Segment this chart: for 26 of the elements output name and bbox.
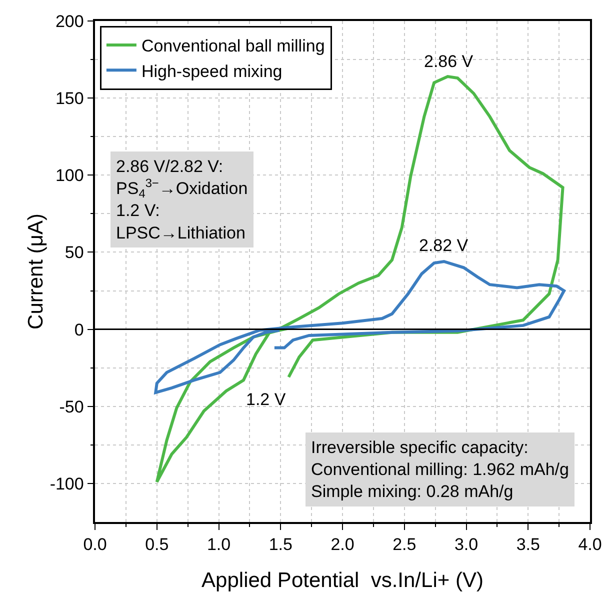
annotation: 2.82 V: [419, 236, 469, 255]
y-tick-label: -50: [59, 397, 84, 416]
x-axis-title: Applied Potential vs.In/Li+ (V): [202, 569, 484, 592]
x-tick-label: 3.5: [516, 535, 540, 554]
x-tick-label: 2.0: [330, 535, 354, 554]
y-tick-label: 50: [64, 243, 84, 262]
annotation: 1.2 V: [246, 390, 286, 409]
x-tick-label: 1.0: [206, 535, 231, 554]
legend-label: High-speed mixing: [141, 62, 282, 81]
x-tick-label: 3.0: [454, 535, 478, 554]
x-tick-label: 4.0: [578, 535, 602, 554]
annotation: 2.86 V/2.82 V: PS$_{4}$$^{3−}$→Oxidation 1.2 V: LPSC→Lithiation: [116, 157, 248, 242]
x-tick-label: 0.0: [83, 535, 107, 554]
x-tick-label: 2.5: [392, 535, 416, 554]
y-tick-label: 150: [55, 89, 84, 108]
annotation: Irreversible specific capacity: Conventional milling: 1.962 mAh/g Simple mixing: 0.28 mAh/g: [311, 438, 569, 502]
legend-label: Conventional ball milling: [141, 36, 325, 56]
line-series: [154, 260, 566, 394]
annotation: 2.86 V: [424, 52, 474, 71]
x-tick-label: 0.5: [145, 535, 169, 554]
x-tick-label: 1.5: [268, 535, 292, 554]
y-tick-label: 200: [55, 12, 84, 31]
y-tick-label: -100: [50, 474, 84, 494]
y-tick-label: 100: [55, 166, 84, 186]
y-tick-label: 0: [74, 320, 84, 340]
y-axis-title: Current (μA): [24, 214, 48, 330]
